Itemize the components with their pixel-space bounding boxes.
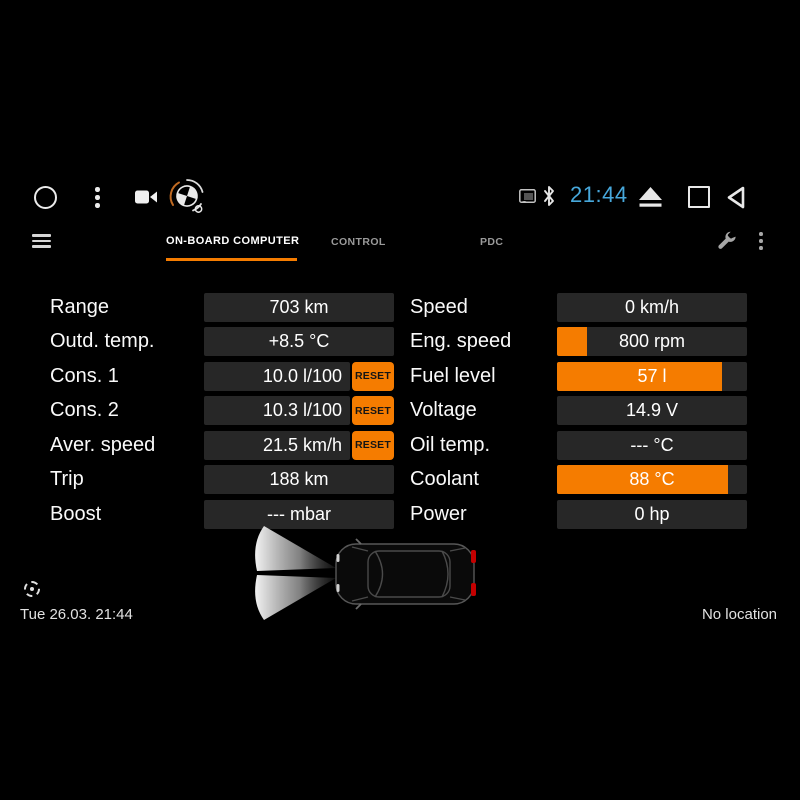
eject-nav-button[interactable]	[637, 186, 664, 214]
row-label: Cons. 2	[50, 399, 119, 422]
tab-pdc[interactable]: PDC	[480, 236, 504, 248]
value-box: 0 hp	[557, 499, 747, 529]
value-box: +8.5 °C	[204, 327, 394, 357]
camera-icon[interactable]	[135, 189, 158, 210]
statusbar-clock: 21:44	[570, 182, 628, 207]
row-label: Eng. speed	[410, 330, 512, 353]
obc-row-coolant: Coolant 88 °C	[410, 463, 747, 498]
gauge-fill	[557, 327, 588, 357]
row-label: Speed	[410, 295, 468, 318]
tab-on-board-computer[interactable]: ON-BOARD COMPUTER	[166, 235, 300, 247]
value-box: 57 l	[557, 361, 747, 391]
reset-cons2-button[interactable]: RESET	[352, 396, 394, 426]
obc-row-aver-speed: Aver. speed 21.5 km/h RESET	[50, 428, 394, 463]
reset-cons1-button[interactable]: RESET	[352, 361, 394, 391]
wrench-settings-icon[interactable]	[716, 231, 737, 257]
row-label: Outd. temp.	[50, 330, 155, 353]
value-box: 10.0 l/100	[204, 361, 350, 391]
value-box: 14.9 V	[557, 396, 747, 426]
value-box: 21.5 km/h	[204, 430, 350, 460]
assistant-circle-icon[interactable]	[34, 186, 57, 209]
value-box: 88 °C	[557, 465, 747, 495]
obc-row-voltage: Voltage 14.9 V	[410, 394, 747, 429]
gps-searching-icon	[24, 581, 40, 597]
obc-row-range: Range 703 km	[50, 290, 394, 325]
tabbar-overflow-icon[interactable]	[759, 232, 763, 250]
tab-control[interactable]: CONTROL	[331, 236, 386, 248]
recents-nav-button[interactable]	[688, 186, 710, 208]
obc-row-oil-temp: Oil temp. --- °C	[410, 428, 747, 463]
obc-row-fuel-level: Fuel level 57 l	[410, 359, 747, 394]
taillight-upper	[471, 550, 476, 563]
row-label: Power	[410, 502, 467, 525]
hamburger-menu-icon[interactable]	[32, 234, 51, 248]
gauge-fill	[557, 465, 728, 495]
bluetooth-icon	[542, 184, 556, 213]
obc-row-outd-temp: Outd. temp. +8.5 °C	[50, 325, 394, 360]
bmw-spinner-logo-icon[interactable]	[166, 175, 208, 222]
overflow-menu-icon[interactable]	[95, 187, 100, 208]
reset-aver-speed-button[interactable]: RESET	[352, 430, 394, 460]
row-label: Trip	[50, 468, 84, 491]
taillight-lower	[471, 583, 476, 596]
row-label: Aver. speed	[50, 433, 156, 456]
value-box: --- mbar	[204, 499, 394, 529]
obc-left-column: Range 703 km Outd. temp. +8.5 °C Cons. 1…	[50, 290, 394, 532]
obc-row-eng-speed: Eng. speed 800 rpm	[410, 325, 747, 360]
obc-row-cons1: Cons. 1 10.0 l/100 RESET	[50, 359, 394, 394]
obc-row-speed: Speed 0 km/h	[410, 290, 747, 325]
row-label: Boost	[50, 502, 102, 525]
value-box: 703 km	[204, 292, 394, 322]
row-label: Range	[50, 295, 109, 318]
gauge-fill	[557, 361, 723, 391]
obc-row-boost: Boost --- mbar	[50, 497, 394, 532]
value-box: 800 rpm	[557, 327, 747, 357]
value-box: 10.3 l/100	[204, 396, 350, 426]
value-box: --- °C	[557, 430, 747, 460]
row-label: Voltage	[410, 399, 477, 422]
row-label: Oil temp.	[410, 433, 491, 456]
row-label: Coolant	[410, 468, 479, 491]
headlight-beam-lower	[255, 575, 336, 620]
footer-datetime: Tue 26.03. 21:44	[20, 606, 133, 623]
footer-location-status: No location	[701, 606, 777, 623]
value-box: 188 km	[204, 465, 394, 495]
obc-row-trip: Trip 188 km	[50, 463, 394, 498]
car-top-view-image	[248, 520, 488, 631]
obc-row-cons2: Cons. 2 10.3 l/100 RESET	[50, 394, 394, 429]
back-nav-button[interactable]	[723, 185, 749, 215]
active-tab-underline	[166, 258, 297, 261]
cast-icon	[519, 189, 536, 208]
row-label: Fuel level	[410, 364, 496, 387]
obc-right-column: Speed 0 km/h Eng. speed 800 rpm Fuel lev…	[410, 290, 747, 532]
headlight-beam-upper	[255, 526, 336, 571]
value-box: 0 km/h	[557, 292, 747, 322]
obc-row-power: Power 0 hp	[410, 497, 747, 532]
row-label: Cons. 1	[50, 364, 119, 387]
